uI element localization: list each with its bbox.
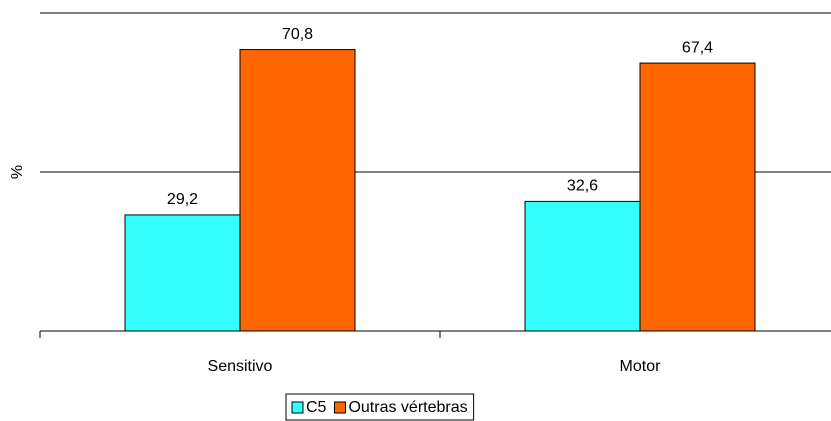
legend-label: C5: [306, 399, 327, 416]
legend-swatch: [291, 401, 304, 414]
bar: [524, 200, 641, 332]
value-label: 70,8: [282, 26, 313, 43]
x-tick-label: Sensitivo: [208, 358, 273, 375]
legend-swatch: [333, 401, 346, 414]
value-label: 32,6: [567, 178, 598, 195]
x-tick-label: Motor: [620, 358, 662, 375]
bar: [124, 214, 241, 332]
legend-box: [285, 393, 475, 421]
value-label: 29,2: [167, 191, 198, 208]
legend-label: Outras vértebras: [348, 399, 467, 416]
legend: C5 Outras vértebras: [285, 393, 475, 421]
y-axis-label: %: [9, 165, 26, 179]
bar: [639, 62, 756, 332]
value-label: 67,4: [682, 39, 713, 56]
bar: [239, 49, 356, 332]
